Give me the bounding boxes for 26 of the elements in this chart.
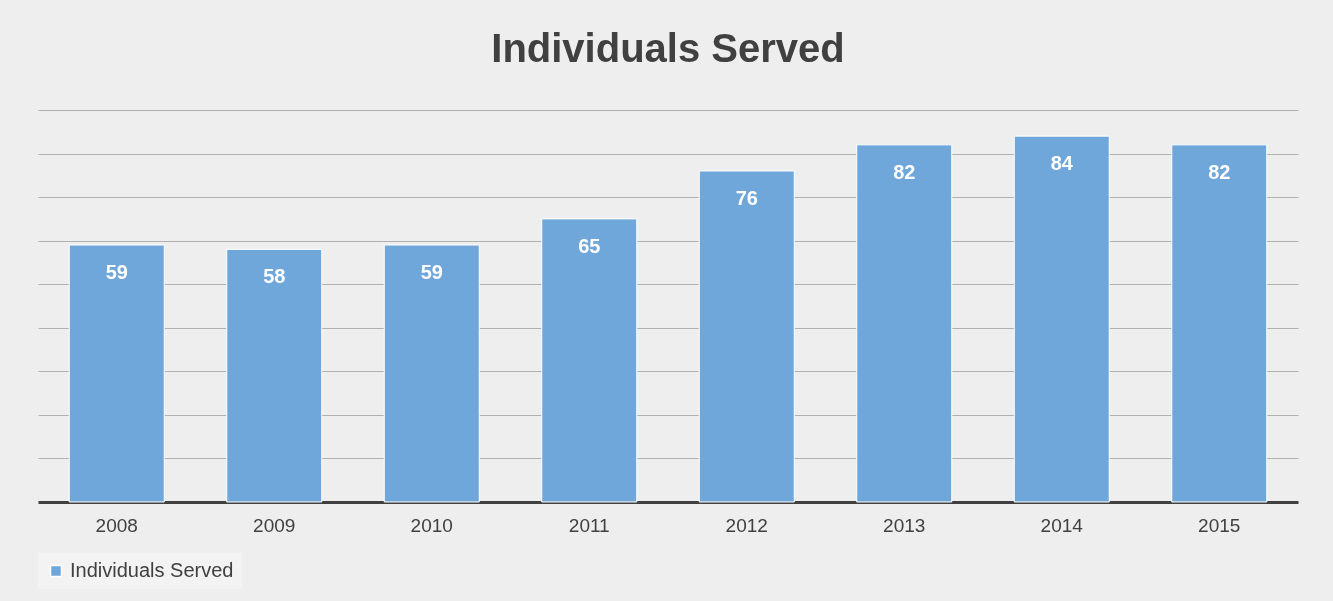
x-tick-label: 2010 — [410, 514, 453, 536]
bar — [1171, 144, 1268, 503]
x-tick-label: 2015 — [1198, 514, 1241, 536]
data-label: 84 — [1050, 152, 1074, 175]
bar — [226, 248, 323, 503]
data-label: 82 — [1208, 160, 1231, 183]
bar — [68, 244, 165, 503]
x-tick-label: 2008 — [95, 514, 138, 536]
bar — [383, 244, 480, 503]
bar — [856, 144, 953, 503]
chart-title: Individuals Served — [491, 26, 845, 70]
x-tick-label: 2009 — [253, 514, 296, 536]
bar — [541, 218, 638, 503]
legend-label: Individuals Served — [70, 559, 234, 581]
bar — [698, 170, 795, 503]
data-label: 58 — [263, 265, 286, 288]
x-tick-label: 2014 — [1040, 514, 1084, 536]
data-label: 76 — [735, 186, 758, 209]
x-tick-label: 2013 — [883, 514, 926, 536]
bar — [1013, 135, 1110, 503]
data-label: 59 — [105, 261, 128, 284]
x-tick-label: 2012 — [725, 514, 768, 536]
data-label: 65 — [578, 234, 601, 257]
x-tick-label: 2011 — [568, 514, 610, 536]
data-label: 82 — [893, 160, 916, 183]
data-label: 59 — [420, 261, 443, 284]
